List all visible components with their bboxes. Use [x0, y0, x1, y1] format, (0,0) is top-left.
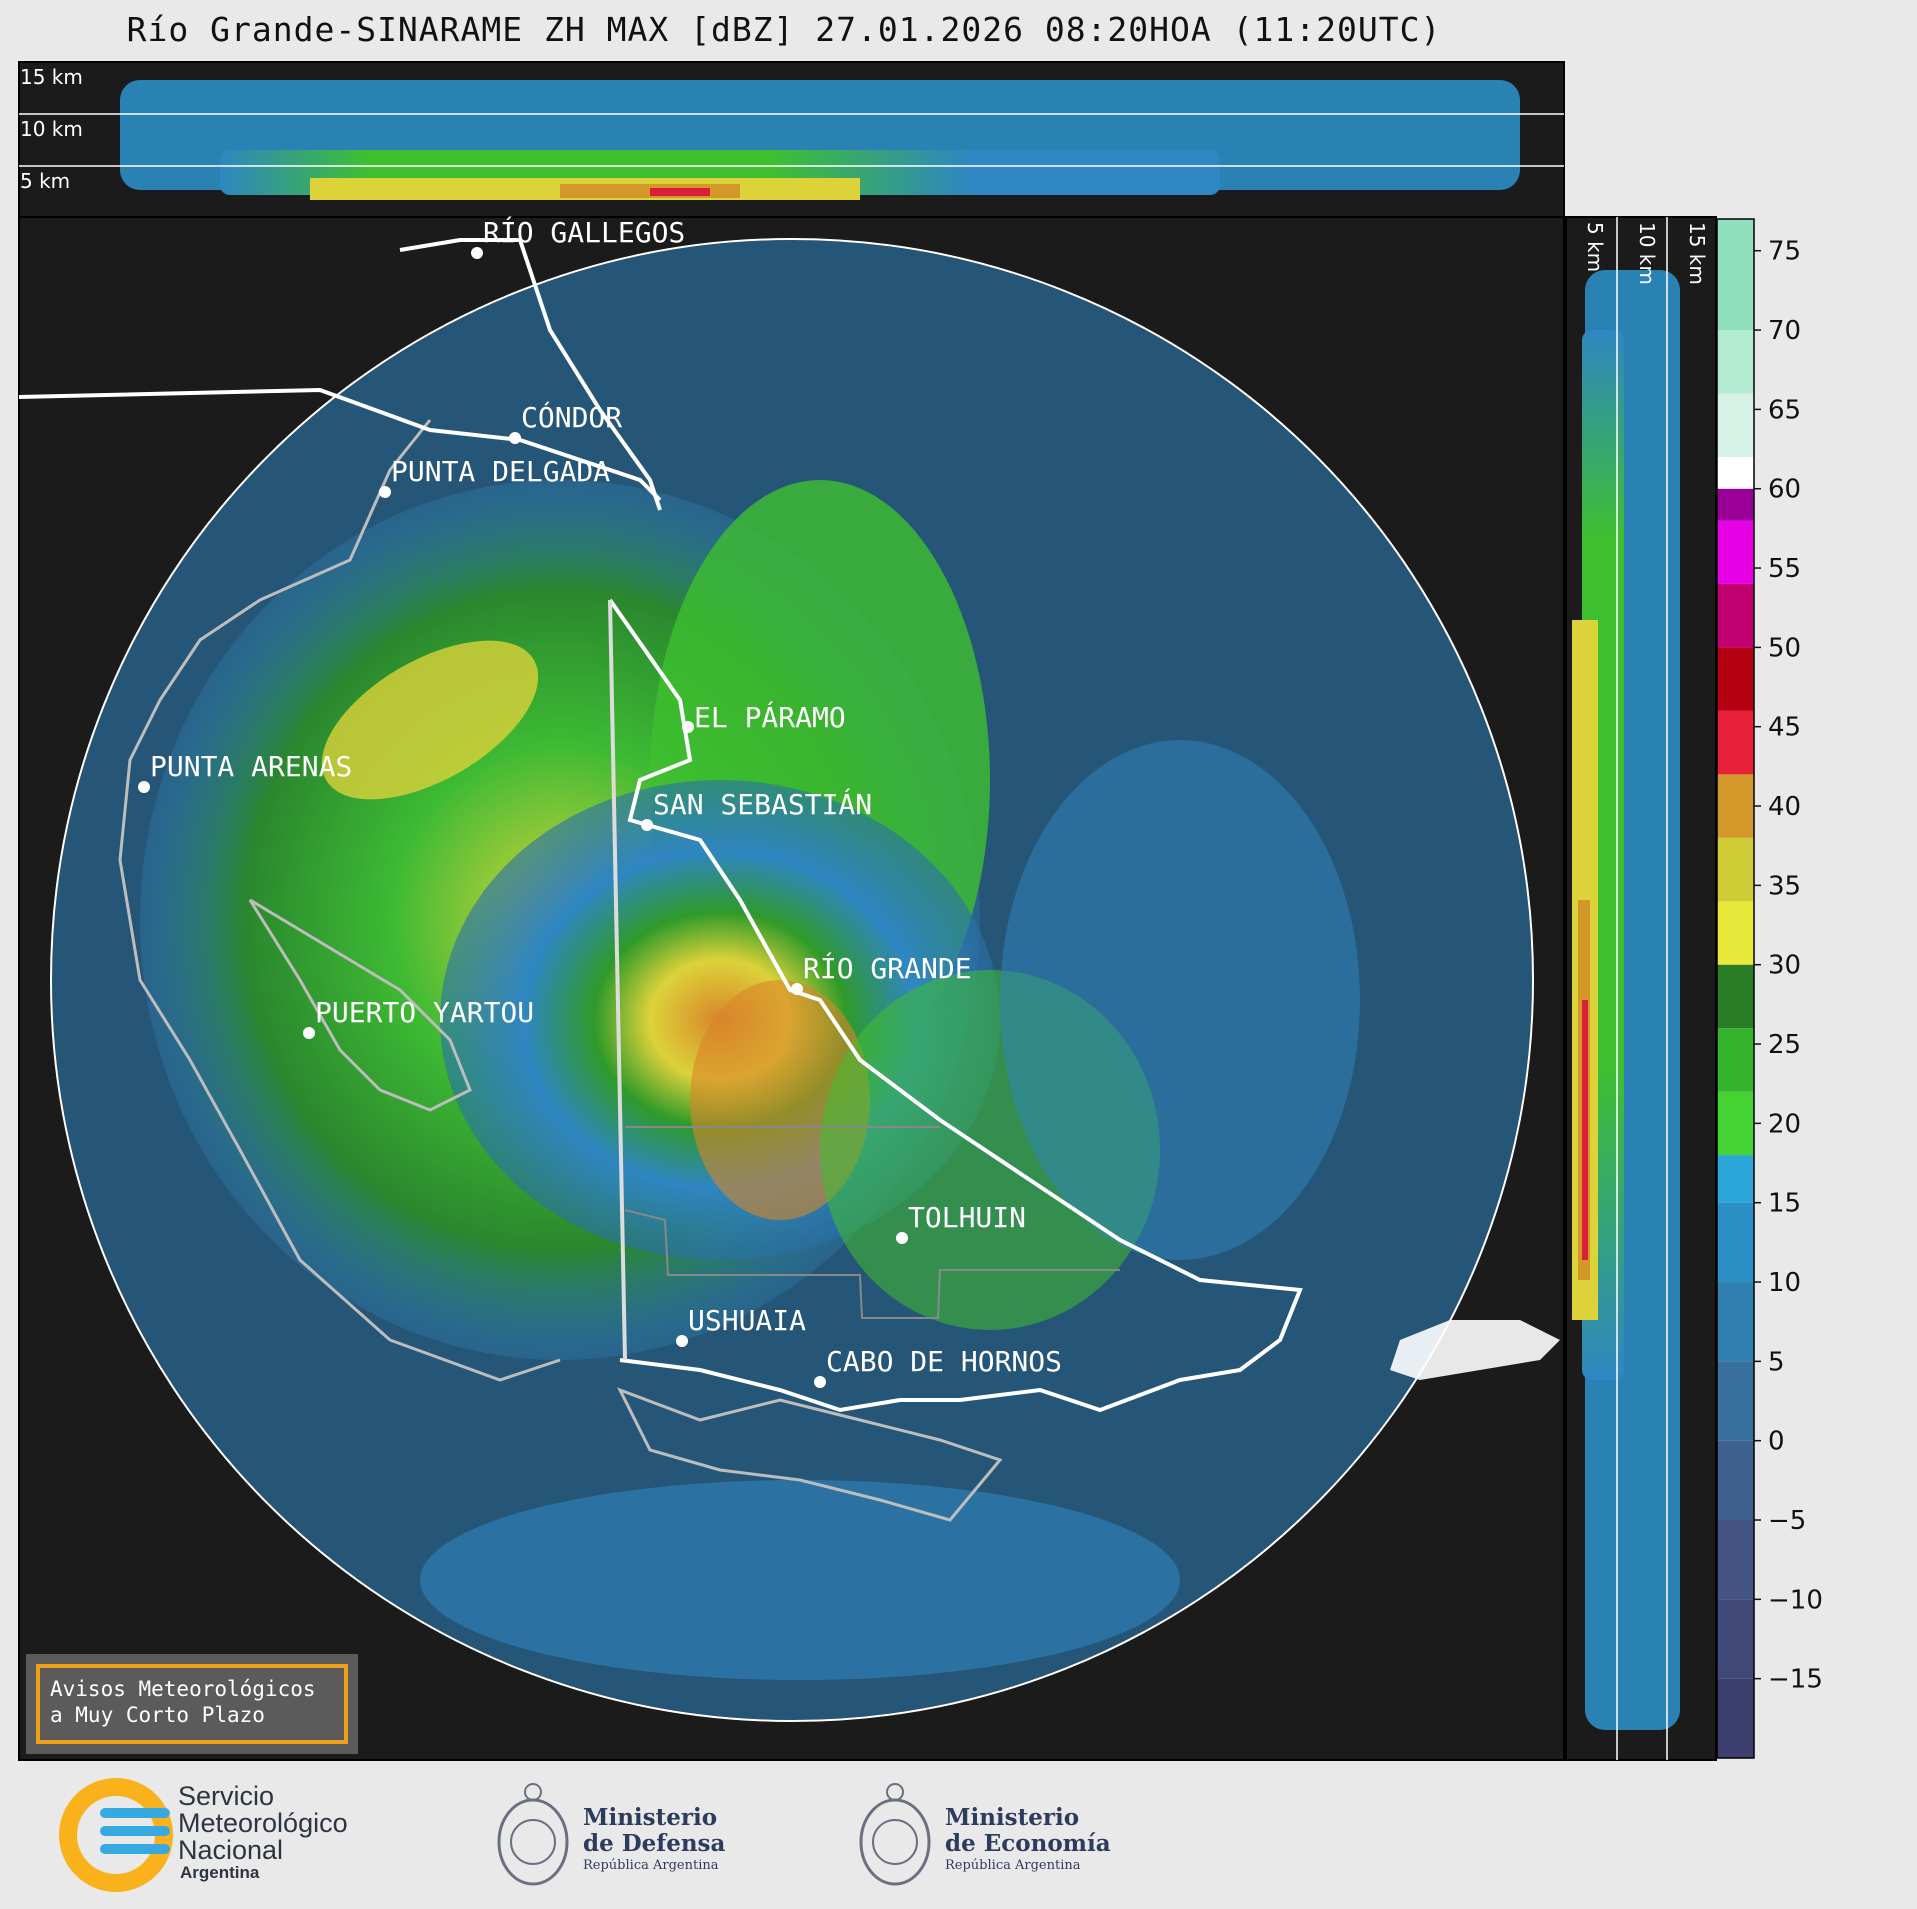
- city-label-cabo-de-hornos: CABO DE HORNOS: [826, 1345, 1062, 1378]
- colorbar-band-10: [1717, 964, 1754, 1029]
- city-label-punta-delgada: PUNTA DELGADA: [391, 455, 610, 488]
- side-label-5km: 5 km: [1583, 222, 1607, 272]
- colorbar-tick-label: 45: [1768, 713, 1801, 743]
- colorbar-tick-label: 20: [1768, 1109, 1801, 1139]
- smn-line-1: Servicio: [178, 1781, 275, 1811]
- defensa-line-2: de Defensa: [583, 1830, 726, 1857]
- colorbar-tick-label: 35: [1768, 871, 1801, 901]
- colorbar-tick-label: 0: [1768, 1427, 1785, 1457]
- colorbar-band-12: [1717, 837, 1754, 902]
- colorbar-band-16: [1717, 583, 1754, 648]
- colorbar-band-22: [1717, 219, 1754, 331]
- city-label-condor: CÓNDOR: [521, 400, 622, 434]
- colorbar-band-19: [1717, 456, 1754, 489]
- colorbar-tick-label: 75: [1768, 237, 1801, 267]
- colorbar-band-2: [1717, 1520, 1754, 1600]
- colorbar-tick-label: 10: [1768, 1268, 1801, 1298]
- defensa-line-1: Ministerio: [583, 1804, 718, 1831]
- economia-logo-text: Ministerio de Economía República Argenti…: [945, 1805, 1111, 1875]
- colorbar-tick-label: 70: [1768, 316, 1801, 346]
- colorbar-tick-label: 40: [1768, 792, 1801, 822]
- smn-logo-mark: [59, 1778, 173, 1892]
- colorbar-band-17: [1717, 520, 1754, 584]
- colorbar-band-21: [1717, 330, 1754, 394]
- smn-line-3: Nacional: [178, 1835, 284, 1865]
- city-label-el-paramo: EL PÁRAMO: [694, 700, 846, 734]
- alert-line-2: a Muy Corto Plazo: [50, 1703, 265, 1727]
- colorbar-band-13: [1717, 774, 1754, 838]
- colorbar-tick-label: 55: [1768, 554, 1801, 584]
- top-label-15km: 15 km: [20, 65, 83, 89]
- colorbar-tick-label: −10: [1768, 1585, 1823, 1615]
- economia-line-3: República Argentina: [945, 1858, 1081, 1873]
- side-altitude-panel: 5 km 10 km 15 km: [1565, 216, 1717, 1761]
- colorbar-band-8: [1717, 1091, 1754, 1156]
- colorbar-band-11: [1717, 901, 1754, 965]
- city-markers: RÍO GALLEGOS CÓNDOR PUNTA DELGADA PUNTA …: [138, 215, 1062, 1388]
- smn-logo-text: Servicio Meteorológico Nacional Argentin…: [178, 1783, 348, 1882]
- city-label-punta-arenas: PUNTA ARENAS: [150, 750, 352, 783]
- city-label-puerto-yartou: PUERTO YARTOU: [315, 996, 534, 1029]
- smn-line-4: Argentina: [180, 1863, 260, 1882]
- city-label-san-sebastian: SAN SEBASTIÁN: [653, 787, 872, 821]
- top-altitude-panel: 15 km 10 km 5 km: [18, 61, 1565, 218]
- colorbar-band-5: [1717, 1282, 1754, 1362]
- colorbar-band-18: [1717, 488, 1754, 521]
- city-label-ushuaia: USHUAIA: [688, 1304, 806, 1337]
- top-label-10km: 10 km: [20, 117, 83, 141]
- colorbar-band-15: [1717, 647, 1754, 711]
- colorbar-band-3: [1717, 1440, 1754, 1521]
- city-label-rio-gallegos: RÍO GALLEGOS: [483, 215, 685, 249]
- alert-line-1: Avisos Meteorológicos: [50, 1677, 316, 1701]
- colorbar-tick-label: 5: [1768, 1347, 1785, 1377]
- city-label-rio-grande: RÍO GRANDE: [803, 951, 972, 985]
- economia-line-2: de Economía: [945, 1830, 1111, 1857]
- economia-seal: [859, 1783, 931, 1886]
- colorbar-band-1: [1717, 1599, 1754, 1679]
- top-label-5km: 5 km: [20, 169, 70, 193]
- colorbar-band-6: [1717, 1202, 1754, 1283]
- smn-line-2: Meteorológico: [178, 1808, 348, 1838]
- colorbar-tick-label: 15: [1768, 1189, 1801, 1219]
- economia-line-1: Ministerio: [945, 1804, 1080, 1831]
- colorbar-tick-label: 25: [1768, 1030, 1801, 1060]
- colorbar-band-7: [1717, 1155, 1754, 1203]
- colorbar-band-20: [1717, 393, 1754, 457]
- city-label-tolhuin: TOLHUIN: [908, 1201, 1026, 1234]
- colorbar-band-9: [1717, 1028, 1754, 1092]
- chart-title: Río Grande-SINARAME ZH MAX [dBZ] 27.01.2…: [126, 10, 1442, 49]
- colorbar-tick-label: 50: [1768, 633, 1801, 663]
- colorbar-tick-label: 60: [1768, 475, 1801, 505]
- colorbar-tick-label: 30: [1768, 951, 1801, 981]
- ppi-map-panel: RÍO GALLEGOS CÓNDOR PUNTA DELGADA PUNTA …: [18, 215, 1565, 1761]
- colorbar-tick-label: 65: [1768, 395, 1801, 425]
- colorbar-band-0: [1717, 1678, 1754, 1758]
- alert-box: Avisos Meteorológicos a Muy Corto Plazo: [26, 1654, 358, 1754]
- colorbar-bands: [1717, 219, 1754, 1758]
- defensa-line-3: República Argentina: [583, 1858, 719, 1873]
- side-label-10km: 10 km: [1635, 222, 1659, 285]
- colorbar-tick-label: −15: [1768, 1665, 1823, 1695]
- colorbar-band-4: [1717, 1361, 1754, 1441]
- colorbar-tick-label: −5: [1768, 1506, 1806, 1536]
- colorbar-band-14: [1717, 710, 1754, 775]
- defensa-seal: [497, 1783, 569, 1886]
- side-label-15km: 15 km: [1685, 222, 1709, 285]
- defensa-logo-text: Ministerio de Defensa República Argentin…: [583, 1805, 725, 1875]
